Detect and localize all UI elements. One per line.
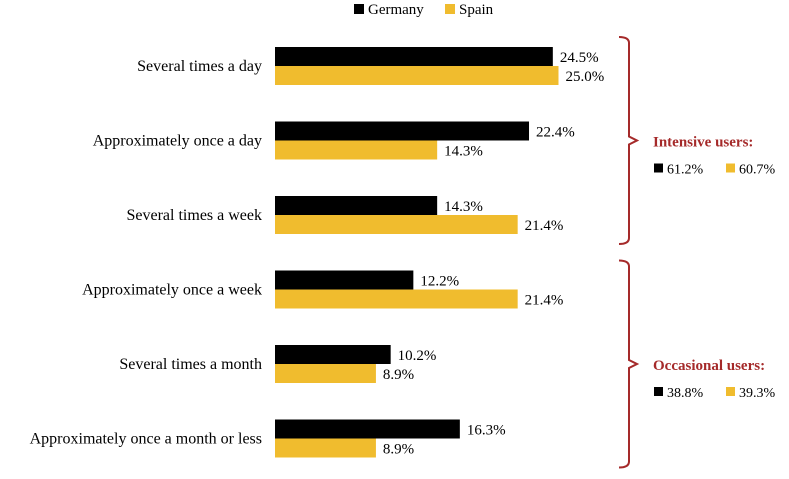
category-label: Several times a week [127, 207, 263, 224]
value-label-spain: 14.3% [444, 144, 483, 160]
bar-germany [275, 345, 391, 364]
value-label-germany: 10.2% [398, 348, 437, 364]
bar-germany [275, 419, 460, 439]
group-title: Intensive users: [653, 135, 753, 151]
group-title: Occasional users: [653, 358, 765, 374]
value-label-germany: 22.4% [536, 125, 575, 141]
group-value-spain: 60.7% [739, 163, 776, 178]
legend-swatch-spain [445, 4, 455, 14]
bars: Several times a day 24.5% 25.0% Approximate… [30, 47, 605, 458]
bar-germany [275, 196, 438, 215]
group-swatch-germany [654, 387, 663, 396]
bar-spain [275, 438, 376, 458]
group-value-germany: 61.2% [667, 163, 704, 178]
category-label: Several times a day [137, 58, 262, 75]
category-label: Approximately once a month or less [30, 431, 262, 448]
group-swatch-germany [654, 163, 663, 173]
bar-germany [275, 121, 530, 141]
bar-spain [275, 215, 518, 234]
group-value-germany: 38.8% [667, 386, 704, 401]
group-value-spain: 39.3% [739, 386, 776, 401]
group-swatch-spain [726, 163, 735, 173]
legend-label-germany: Germany [368, 2, 424, 18]
group-swatch-spain [726, 387, 735, 396]
value-label-spain: 21.4% [525, 293, 564, 309]
legend-label-spain: Spain [459, 2, 494, 18]
value-label-germany: 24.5% [560, 50, 599, 66]
value-label-germany: 12.2% [420, 274, 459, 290]
legend-swatch-germany [354, 4, 364, 14]
bar-spain [275, 364, 376, 383]
bar-spain [275, 140, 438, 160]
bar-spain [275, 289, 518, 309]
value-label-spain: 8.9% [383, 442, 414, 458]
legend: Germany Spain [354, 2, 494, 18]
group-bracket [618, 259, 640, 469]
category-label: Approximately once a day [93, 133, 262, 150]
value-label-germany: 14.3% [444, 199, 483, 215]
category-label: Several times a month [119, 356, 262, 373]
group-bracket [618, 36, 640, 245]
value-label-spain: 25.0% [566, 69, 605, 85]
category-label: Approximately once a week [82, 282, 262, 299]
value-label-germany: 16.3% [467, 423, 506, 439]
value-label-spain: 21.4% [525, 218, 564, 234]
bar-germany [275, 270, 414, 290]
group-annotations: Intensive users: 61.2% 60.7% Occasional use… [618, 36, 776, 469]
bar-spain [275, 66, 559, 85]
value-label-spain: 8.9% [383, 367, 414, 383]
bar-germany [275, 47, 553, 66]
